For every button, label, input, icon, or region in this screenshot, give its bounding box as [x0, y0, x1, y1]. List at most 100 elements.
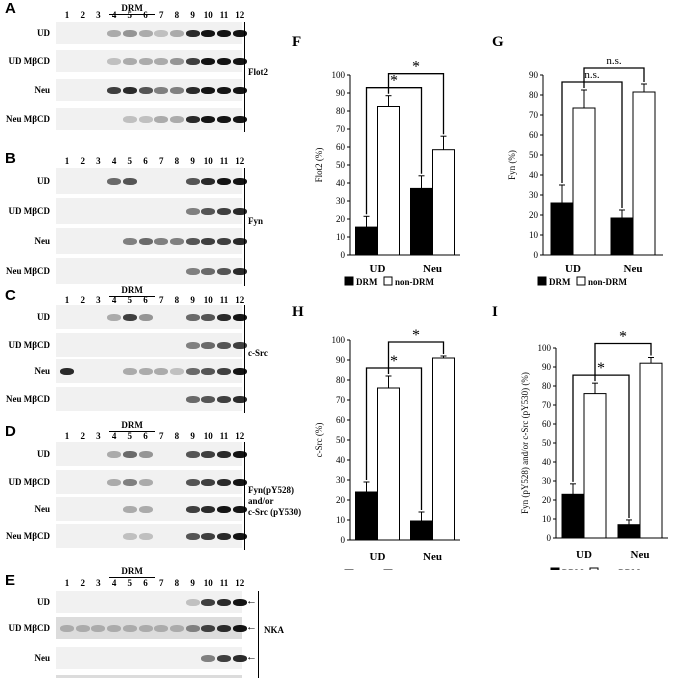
protein-band [201, 238, 216, 245]
lane-number: 6 [143, 156, 148, 166]
protein-band [154, 58, 169, 65]
legend-label: DRM [549, 277, 571, 287]
protein-band [138, 314, 153, 321]
protein-band [201, 655, 216, 662]
category-label: UD [565, 263, 581, 275]
protein-band [185, 208, 200, 215]
y-tick-label: 90 [336, 88, 346, 98]
protein-band [185, 87, 200, 94]
lane-number: 3 [96, 10, 101, 20]
drm-label: DRM [121, 420, 143, 430]
protein-band [154, 116, 169, 123]
legend-swatch [576, 276, 586, 286]
y-tick-label: 90 [336, 355, 346, 365]
significance-bracket [365, 367, 423, 510]
y-tick-label: 60 [542, 419, 552, 429]
protein-band [201, 87, 216, 94]
protein-band [107, 479, 122, 486]
protein-band [201, 178, 216, 185]
bar-drm [410, 520, 433, 541]
protein-band [232, 506, 247, 513]
lane-number: 2 [80, 156, 85, 166]
lane-number: 12 [235, 10, 245, 20]
protein-band [201, 342, 216, 349]
bar-drm [355, 226, 378, 256]
significance-label: n.s. [606, 55, 622, 67]
protein-band [185, 396, 200, 403]
category-label: UD [370, 551, 386, 563]
legend-swatch [344, 276, 354, 286]
protein-band [75, 625, 90, 632]
y-tick-label: 0 [341, 250, 346, 260]
protein-band [169, 116, 184, 123]
protein-band [107, 314, 122, 321]
panel-label-g: G [492, 34, 504, 50]
row-label: UD [37, 176, 50, 186]
drm-label: DRM [121, 3, 143, 13]
panel-label-c: C [5, 287, 16, 304]
lane-number: 11 [219, 578, 229, 588]
row-label: Neu [34, 504, 51, 514]
protein-band [201, 58, 216, 65]
protein-band [107, 625, 122, 632]
protein-band [217, 655, 231, 662]
lane-number: 1 [64, 10, 70, 20]
protein-band [138, 30, 153, 37]
protein-band [122, 87, 137, 94]
protein-band [201, 451, 216, 458]
protein-band [138, 625, 153, 632]
protein-bracket [258, 591, 259, 678]
lane-number: 1 [64, 156, 70, 166]
lane-number: 5 [127, 431, 133, 441]
protein-band [185, 268, 200, 275]
panel-label-b: B [5, 150, 16, 167]
y-tick-label: 100 [332, 70, 346, 80]
protein-band [122, 506, 137, 513]
lane-number: 2 [80, 295, 85, 305]
row-label: UD [37, 28, 50, 38]
y-tick-label: 30 [542, 476, 552, 486]
protein-band [232, 87, 247, 94]
lane-number: 8 [174, 578, 180, 588]
protein-band [201, 314, 216, 321]
lane-number: 10 [203, 156, 213, 166]
lane-number: 11 [219, 156, 229, 166]
blot-strip [56, 591, 242, 613]
y-tick-label: 30 [336, 475, 346, 485]
protein-band [122, 314, 137, 321]
protein-band [217, 58, 231, 65]
legend-label: non-DRM [395, 277, 435, 287]
lane-number: 2 [80, 578, 85, 588]
y-tick-label: 60 [336, 142, 346, 152]
y-tick-label: 40 [529, 170, 539, 180]
y-tick-label: 40 [336, 178, 346, 188]
protein-band [232, 451, 247, 458]
lane-number: 10 [203, 295, 213, 305]
protein-band [122, 238, 137, 245]
protein-band [60, 625, 74, 632]
row-label: Neu MβCD [6, 394, 50, 404]
blot-strip [56, 647, 242, 669]
y-tick-label: 0 [534, 250, 539, 260]
lane-number: 3 [96, 431, 101, 441]
protein-band [232, 599, 247, 606]
protein-band [185, 116, 200, 123]
protein-label: Fyn [248, 216, 264, 226]
lane-number: 12 [235, 578, 245, 588]
protein-band [232, 533, 247, 540]
protein-band [154, 238, 169, 245]
protein-band [154, 87, 169, 94]
bar-non-drm [432, 357, 455, 541]
lane-number: 6 [143, 10, 148, 20]
significance-label: * [597, 360, 605, 377]
protein-band [185, 506, 200, 513]
lane-number: 10 [203, 578, 213, 588]
protein-band [232, 238, 247, 245]
protein-bracket [244, 305, 245, 413]
lane-number: 5 [127, 10, 133, 20]
bar-non-drm [432, 149, 455, 256]
y-axis-label: c-Src (%) [314, 423, 324, 458]
panel-label-i: I [492, 304, 498, 320]
protein-band [122, 479, 137, 486]
row-label: UD MβCD [8, 56, 50, 66]
